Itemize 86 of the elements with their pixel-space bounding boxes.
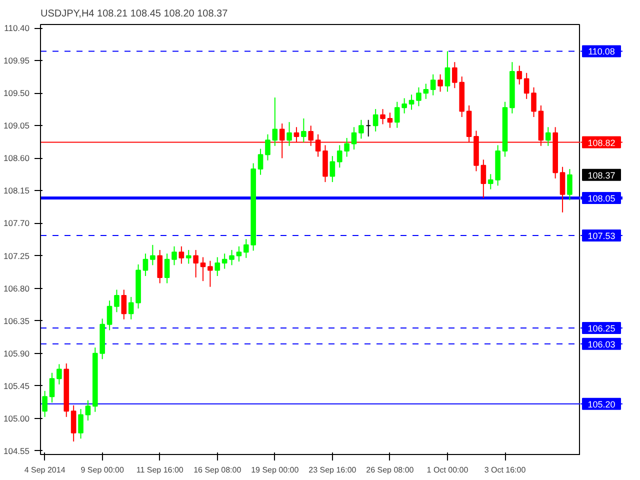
candlestick — [423, 83, 429, 100]
candlestick — [358, 119, 364, 140]
candlestick — [222, 253, 228, 270]
ref-line-label: 106.25 — [588, 324, 616, 334]
candlestick — [42, 390, 48, 418]
candlestick — [243, 238, 249, 258]
y-tick-label: 109.50 — [4, 88, 30, 98]
candlestick — [408, 94, 414, 110]
y-tick-label: 107.25 — [4, 250, 30, 261]
y-tick-label: 105.00 — [4, 413, 30, 424]
candlestick — [387, 112, 393, 128]
candlestick — [444, 50, 450, 92]
candlestick — [402, 98, 407, 114]
text: 108.37 — [588, 170, 616, 180]
candlestick — [56, 364, 62, 385]
candlestick — [330, 156, 336, 183]
ref-line-label: 106.03 — [588, 339, 616, 350]
ref-line-label: 107.53 — [588, 231, 616, 242]
candlestick — [351, 126, 357, 150]
candlestick — [265, 134, 270, 161]
candlestick — [49, 372, 55, 403]
y-tick-label: 106.35 — [4, 316, 30, 326]
candlestick — [531, 86, 536, 118]
y-tick-label: 104.55 — [4, 446, 30, 456]
candlestick — [430, 74, 436, 96]
candlestick — [488, 174, 494, 190]
x-tick-label: 1 Oct 00:00 — [426, 466, 469, 474]
candlestick — [301, 118, 306, 143]
y-tick-label: 109.05 — [4, 120, 30, 131]
x-tick-label: 3 Oct 16:00 — [484, 466, 526, 474]
candlestick — [480, 159, 486, 198]
y-tick-label: 109.95 — [4, 56, 30, 66]
candlestick — [344, 137, 350, 158]
candlestick — [208, 260, 213, 288]
y-tick-label: 110.40 — [4, 23, 30, 34]
candlestick — [142, 253, 148, 276]
candlestick — [106, 300, 112, 331]
ref-line-label: 108.05 — [588, 193, 616, 204]
candlestick — [193, 249, 198, 278]
x-tick-label: 16 Sep 08:00 — [194, 466, 242, 474]
candlestick — [164, 253, 170, 284]
candlestick — [416, 86, 422, 107]
y-tick-label: 105.90 — [4, 348, 30, 358]
x-tick-label: 26 Sep 08:00 — [366, 466, 414, 474]
x-tick-label: 9 Sep 00:00 — [80, 466, 124, 474]
candlestick — [236, 246, 242, 262]
y-tick-label: 108.15 — [4, 186, 30, 196]
candlestick — [114, 289, 120, 313]
candlestick — [258, 148, 264, 176]
candlestick — [394, 101, 400, 128]
chart-title: USDJPY,H4 108.21 108.45 108.20 108.37 — [40, 8, 228, 20]
x-tick-label: 11 Sep 16:00 — [136, 466, 184, 474]
x-tick-label: 19 Sep 00:00 — [251, 466, 300, 474]
candlestick — [524, 72, 530, 100]
candlestick — [336, 144, 342, 168]
candlestick — [157, 249, 163, 284]
candlestick — [560, 166, 566, 213]
candlestick — [178, 246, 184, 264]
y-tick-label: 105.45 — [4, 380, 30, 391]
x-tick-label: 4 Sep 2014 — [24, 466, 66, 474]
candlestick — [567, 168, 572, 201]
candlestick — [272, 96, 278, 146]
candlestick — [452, 62, 458, 89]
candlestick — [121, 289, 127, 320]
candlestick — [200, 256, 206, 282]
candlestick — [545, 126, 551, 146]
candlestick — [172, 246, 177, 266]
x-tick-label: 23 Sep 16:00 — [308, 466, 357, 474]
candlestick — [186, 249, 192, 264]
ref-line-label: 105.20 — [588, 399, 616, 410]
candlestick — [70, 404, 76, 442]
candlestick — [214, 256, 220, 276]
candlestick — [438, 74, 443, 92]
candlestick — [78, 408, 84, 440]
candlestick — [286, 122, 292, 146]
candlestick — [229, 249, 234, 266]
ref-line-label: 108.82 — [588, 138, 616, 148]
candlestick — [150, 244, 156, 266]
y-tick-label: 106.80 — [4, 283, 30, 294]
ref-line-label: 110.08 — [588, 46, 615, 57]
y-tick-label: 108.60 — [4, 153, 30, 164]
y-tick-label: 107.70 — [4, 218, 30, 228]
candlestick — [372, 108, 378, 132]
candlestick — [380, 108, 386, 125]
candlestick — [85, 400, 91, 422]
candlestick — [516, 65, 522, 85]
